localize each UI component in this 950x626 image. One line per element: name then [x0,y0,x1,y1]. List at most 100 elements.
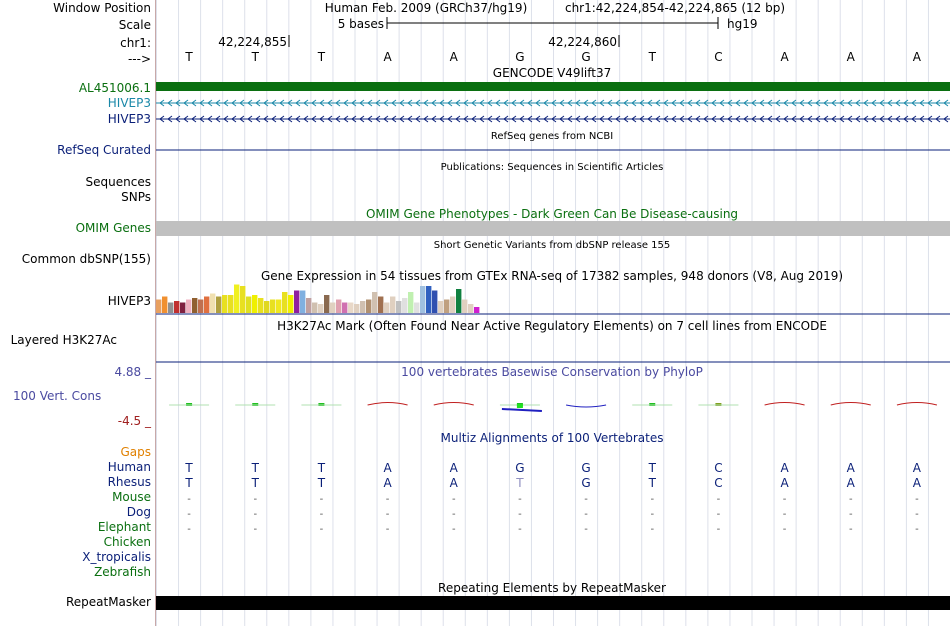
gtex-tissue-bar[interactable] [156,299,162,314]
gtex-tissue-bar[interactable] [180,302,186,314]
track-label-refseq[interactable]: RefSeq Curated [57,143,151,157]
track-label-h3k27ac[interactable]: Layered H3K27Ac [10,333,117,347]
gtex-tissue-bar[interactable] [444,299,450,314]
strand-arrow [479,99,485,107]
track-label-gtex[interactable]: HIVEP3 [107,294,151,308]
strand-arrow [919,115,925,123]
gtex-tissue-bar[interactable] [300,290,306,314]
track-label-phylop[interactable]: 100 Vert. Cons [13,389,102,403]
strand-arrow [655,99,661,107]
gene-al451006[interactable] [156,82,950,91]
gtex-tissue-bar[interactable] [294,290,300,314]
gtex-tissue-bar[interactable] [288,295,294,313]
strand-arrow [391,115,397,123]
gtex-tissue-bar[interactable] [354,304,360,313]
gtex-tissue-bar[interactable] [240,286,246,313]
track-label-hivep3-1[interactable]: HIVEP3 [107,96,151,110]
track-label-repeatmasker[interactable]: RepeatMasker [65,595,151,609]
strand-arrow [703,99,709,107]
dog-gap: - [849,509,853,520]
strand-arrow [327,115,333,123]
gtex-tissue-bar[interactable] [222,295,228,313]
gtex-tissue-bar[interactable] [378,296,384,314]
gtex-tissue-bar[interactable] [366,299,372,314]
gtex-tissue-bar[interactable] [432,290,438,314]
gtex-tissue-bar[interactable] [396,301,402,313]
gtex-tissue-bar[interactable] [456,289,462,313]
strand-arrow [887,115,893,123]
gtex-tissue-bar[interactable] [348,302,354,314]
gtex-tissue-bar[interactable] [450,296,456,314]
gtex-tissue-bar[interactable] [174,301,180,313]
gtex-tissue-bar[interactable] [258,298,264,313]
strand-arrow [943,115,949,123]
species-label[interactable]: Elephant [97,520,151,534]
track-label-hivep3-2[interactable]: HIVEP3 [107,112,151,126]
gtex-tissue-bar[interactable] [306,298,312,313]
gtex-tissue-bar[interactable] [402,298,408,313]
gtex-tissue-bar[interactable] [384,302,390,314]
species-label[interactable]: Zebrafish [94,565,151,579]
gtex-tissue-bar[interactable] [438,301,444,313]
strand-arrow [239,99,245,107]
gtex-tissue-bar[interactable] [336,299,342,314]
gtex-tissue-bar[interactable] [210,293,216,314]
track-label-snps[interactable]: SNPs [121,190,151,204]
species-label[interactable]: Chicken [103,535,151,549]
strand-arrow [495,115,501,123]
gtex-tissue-bar[interactable] [162,296,168,314]
gtex-tissue-bar[interactable] [324,295,330,313]
strand-arrow [215,99,221,107]
track-label-al451006[interactable]: AL451006.1 [78,81,151,95]
gtex-tissue-bar[interactable] [168,302,174,314]
gtex-tissue-bar[interactable] [192,298,198,313]
gtex-tissue-bar[interactable] [186,299,192,314]
gtex-tissue-bar[interactable] [420,286,426,313]
gtex-tissue-bar[interactable] [414,302,420,314]
strand-arrow [375,99,381,107]
repeatmasker-bar[interactable] [156,596,950,610]
gtex-tissue-bar[interactable] [426,286,432,313]
species-label[interactable]: X_tropicalis [82,550,151,564]
strand-arrow [887,99,893,107]
gtex-tissue-bar[interactable] [228,295,234,313]
track-label-sequences[interactable]: Sequences [85,175,151,189]
track-label-omim[interactable]: OMIM Genes [75,221,151,235]
species-label[interactable]: Human [107,460,151,474]
strand-arrow [311,99,317,107]
species-label[interactable]: Dog [126,505,151,519]
track-label-gaps[interactable]: Gaps [120,445,151,459]
omim-gene-bar[interactable] [156,221,950,236]
rhesus-base: A [847,476,856,490]
gtex-tissue-bar[interactable] [216,296,222,314]
mouse-gap: - [650,494,654,505]
gtex-tissue-bar[interactable] [360,301,366,313]
gtex-tissue-bar[interactable] [198,299,204,314]
human-base: A [847,461,856,475]
gtex-tissue-bar[interactable] [276,299,282,314]
gtex-tissue-bar[interactable] [408,292,414,313]
gtex-tissue-bar[interactable] [246,296,252,314]
gtex-tissue-bar[interactable] [468,304,474,313]
species-label[interactable]: Rhesus [107,475,151,489]
gtex-tissue-bar[interactable] [264,301,270,313]
gtex-tissue-bar[interactable] [282,292,288,313]
gtex-tissue-bar[interactable] [318,304,324,313]
gtex-tissue-bar[interactable] [204,296,210,314]
track-label-dbsnp[interactable]: Common dbSNP(155) [21,252,151,266]
gtex-tissue-bar[interactable] [462,299,468,314]
gtex-tissue-bar[interactable] [330,302,336,314]
gtex-tissue-bar[interactable] [312,302,318,314]
gtex-tissue-bar[interactable] [342,302,348,314]
gtex-tissue-bar[interactable] [372,292,378,313]
strand-arrow [399,115,405,123]
gtex-tissue-bar[interactable] [390,296,396,314]
gtex-tissue-bar[interactable] [270,299,276,314]
species-label[interactable]: Mouse [112,490,151,504]
gtex-tissue-bar[interactable] [474,307,480,313]
gtex-tissue-bar[interactable] [234,284,240,314]
gtex-tissue-bar[interactable] [252,295,258,313]
dog-gap: - [320,509,324,520]
